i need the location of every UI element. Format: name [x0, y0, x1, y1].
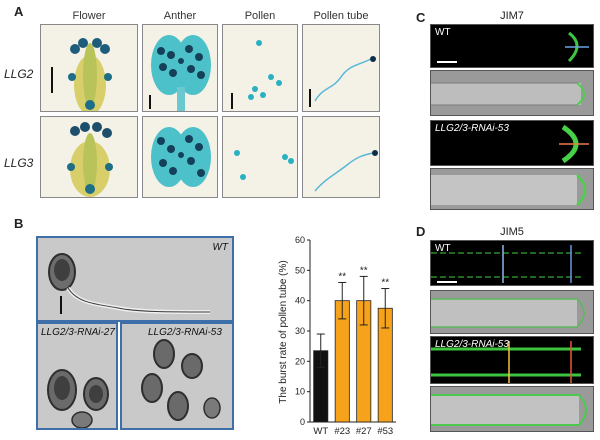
pollen-tube-brightfield	[431, 82, 585, 106]
pollen-tube-graphic	[314, 56, 376, 102]
image-b-rnai-53: LLG2/3-RNAi-53	[120, 322, 234, 430]
image-flower-llg3	[40, 116, 138, 198]
pollen-tube-graphic	[314, 150, 378, 192]
jim7-mutant-signal	[559, 124, 589, 164]
brightfield-d-wt	[430, 290, 594, 334]
jim7-wt-signal	[437, 31, 589, 63]
image-anther-llg3	[142, 116, 218, 198]
image-flower-llg2	[40, 24, 138, 112]
label-b-rnai-27: LLG2/3-RNAi-27	[41, 327, 115, 338]
pollen-tube-micrograph	[141, 339, 221, 421]
pollen-tube-brightfield	[431, 298, 585, 328]
panel-d-label: D	[416, 224, 426, 239]
pollen-tube-micrograph	[48, 253, 211, 314]
anther-stain-graphic	[151, 35, 211, 111]
brightfield-d-mutant	[430, 386, 594, 432]
y-tick-label: 60	[295, 235, 305, 245]
scale-bar	[231, 93, 233, 109]
anther-stain-graphic	[151, 127, 211, 187]
image-anther-llg2	[142, 24, 218, 112]
x-tick-label: #27	[356, 426, 372, 437]
pollen-stain-graphic	[234, 150, 294, 180]
header-flower: Flower	[72, 10, 106, 22]
y-tick-label: 0	[300, 417, 305, 427]
pollen-tube-micrograph	[47, 369, 109, 428]
brightfield-c-mutant	[430, 168, 594, 210]
x-tick-label: WT	[313, 426, 328, 437]
label-d-mutant: LLG2/3-RNAi-53	[435, 339, 509, 350]
panel-b-label: B	[14, 216, 24, 231]
row-label-llg2: LLG2	[4, 67, 34, 81]
image-pollen-llg3	[222, 116, 298, 198]
pollen-stain-graphic	[248, 40, 282, 100]
label-b-wt: WT	[212, 242, 228, 253]
scale-bar	[51, 67, 53, 93]
burst-rate-bar-chart: The burst rate of pollen tube (%) 0 10 20 3…	[278, 235, 396, 437]
panel-d-title: JIM5	[500, 226, 524, 238]
fluorescence-c-mutant: LLG2/3-RNAi-53	[430, 120, 594, 166]
x-tick-label: #53	[377, 426, 393, 437]
panel-c-label: C	[416, 10, 426, 25]
significance-label: **	[381, 278, 389, 289]
pollen-tube-brightfield	[431, 394, 587, 426]
y-tick-label: 30	[295, 326, 305, 336]
flower-stain-graphic	[68, 38, 112, 111]
label-c-mutant: LLG2/3-RNAi-53	[435, 123, 509, 134]
image-b-wt: WT	[36, 236, 234, 322]
scale-bar	[149, 95, 151, 109]
flower-stain-graphic	[67, 122, 113, 197]
scale-bar	[60, 296, 62, 314]
y-tick-label: 20	[295, 356, 305, 366]
image-pollen-llg2	[222, 24, 298, 112]
image-b-rnai-27: LLG2/3-RNAi-27	[36, 322, 118, 430]
pollen-tube-brightfield	[431, 174, 587, 206]
y-tick-label: 50	[295, 265, 305, 275]
jim5-mutant-signal	[431, 341, 581, 383]
header-pollen: Pollen	[244, 10, 276, 22]
chart-y-axis-label: The burst rate of pollen tube (%)	[278, 260, 289, 403]
fluorescence-c-wt: WT	[430, 24, 594, 68]
label-b-rnai-53: LLG2/3-RNAi-53	[148, 327, 222, 338]
image-pollen-tube-llg3	[302, 116, 380, 198]
header-anther: Anther	[163, 10, 197, 22]
y-tick-label: 40	[295, 296, 305, 306]
significance-label: **	[360, 265, 368, 276]
fluorescence-d-wt: WT	[430, 240, 594, 286]
panel-a-label: A	[14, 4, 24, 19]
label-c-wt: WT	[435, 27, 451, 38]
scale-bar	[309, 89, 311, 107]
fluorescence-d-mutant: LLG2/3-RNAi-53	[430, 336, 594, 384]
panel-c-title: JIM7	[500, 10, 524, 22]
brightfield-c-wt	[430, 70, 594, 116]
y-tick-label: 10	[295, 387, 305, 397]
label-d-wt: WT	[435, 243, 451, 254]
x-tick-label: #23	[334, 426, 350, 437]
row-label-llg3: LLG3	[4, 156, 34, 170]
significance-label: **	[338, 271, 346, 282]
header-pollen-tube: Pollen tube	[313, 10, 369, 22]
jim5-wt-signal	[431, 245, 581, 283]
image-pollen-tube-llg2	[302, 24, 380, 112]
